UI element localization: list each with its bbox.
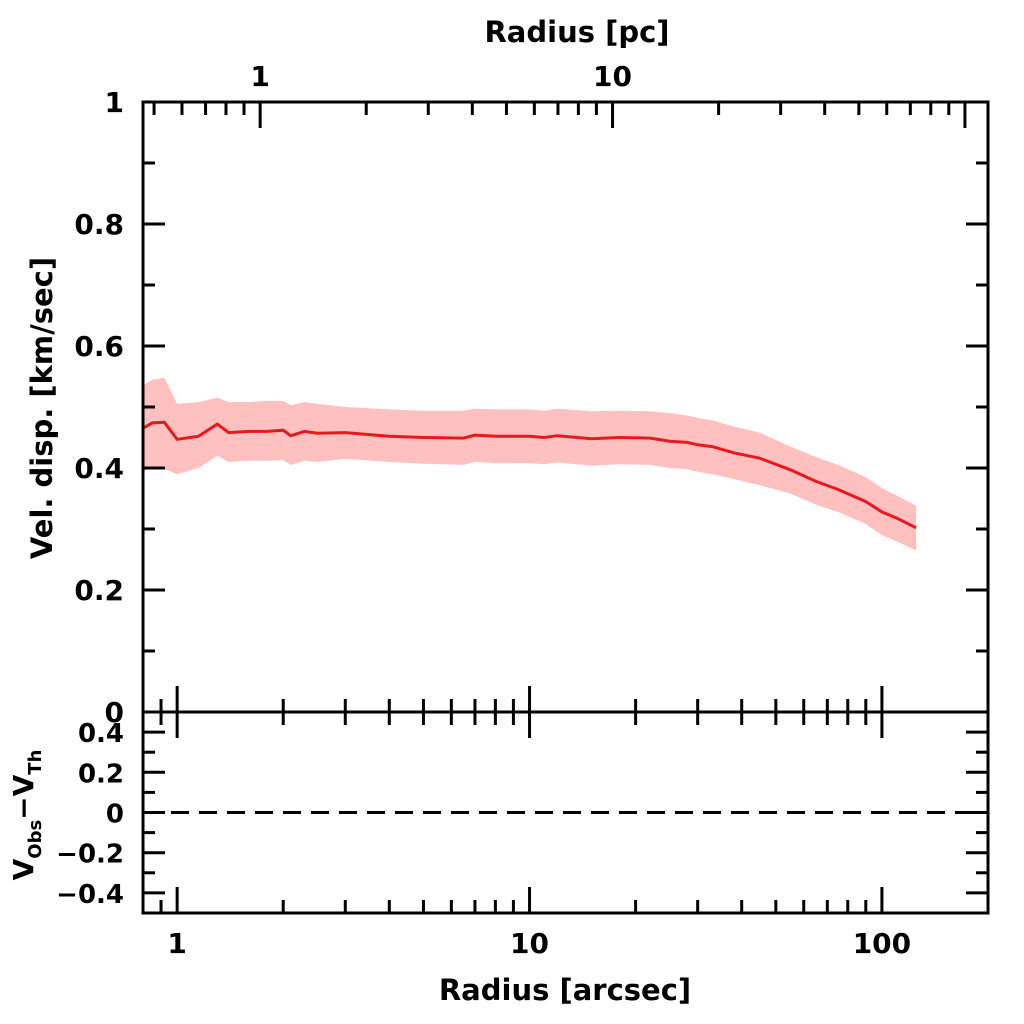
residual-panel: 1 10 100 0.4 0.2 0 −0.2 −0.4 (56, 710, 990, 960)
x-tick-label: 10 (510, 927, 549, 960)
residual-ylabel-minus: − (7, 796, 40, 819)
top-x-axis-title: Radius [pc] (484, 15, 669, 49)
y-tick-label: 0.8 (74, 208, 124, 241)
main-panel: 1 10 0 0.2 0.4 0.6 0.8 1 (74, 60, 990, 729)
residual-y-tick-label: 0 (106, 800, 124, 830)
x-tick-label: 1 (167, 927, 186, 960)
residual-y-tick-label: −0.4 (56, 880, 124, 910)
residual-y-tick-label: 0.2 (78, 759, 124, 789)
series-line (142, 420, 917, 530)
residual-ylabel-v2: V (7, 774, 40, 796)
residual-ylabel-v1: V (7, 858, 40, 880)
x-axis-title: Radius [arcsec] (439, 973, 691, 1007)
x-tick-label: 100 (853, 927, 911, 960)
top-x-tick-label: 1 (250, 60, 269, 93)
residual-ylabel-sub1: Obs (25, 820, 46, 859)
residual-y-tick-label: 0.4 (78, 719, 124, 749)
residual-ylabel-sub2: Th (25, 750, 46, 775)
y-tick-label: 0.4 (74, 452, 124, 485)
y-tick-label: 0 (105, 696, 124, 729)
confidence-band (143, 377, 917, 551)
residual-y-tick-label: −0.2 (56, 840, 124, 870)
top-x-tick-label: 10 (593, 60, 632, 93)
y-axis-title: Vel. disp. [km/sec] (25, 257, 59, 559)
y-tick-label: 0.6 (74, 330, 124, 363)
y-tick-label: 1 (105, 86, 124, 119)
residual-y-axis-title: VObs−VTh (7, 750, 46, 881)
y-tick-label: 0.2 (74, 574, 124, 607)
